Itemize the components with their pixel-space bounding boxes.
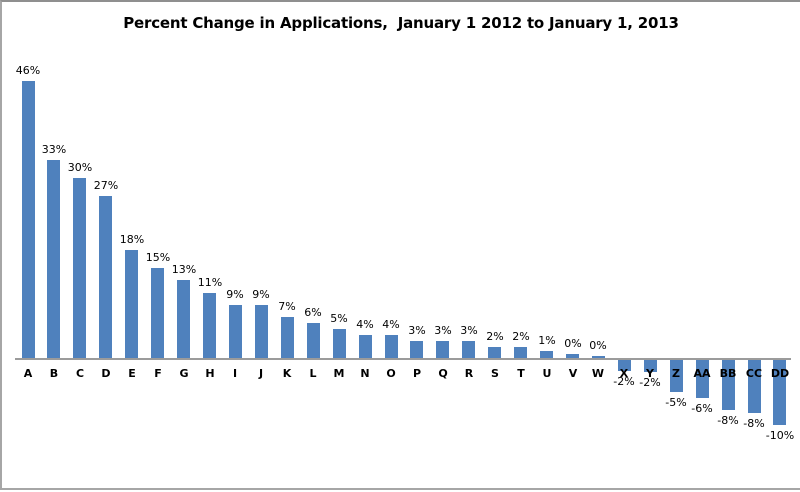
bar-L: [307, 323, 320, 359]
value-label-T: 2%: [512, 330, 530, 343]
bar-V: [566, 354, 579, 359]
value-label-H: 11%: [197, 276, 223, 289]
value-label-CC: -8%: [743, 417, 765, 430]
category-label-CC: CC: [745, 367, 763, 380]
category-label-BB: BB: [719, 367, 737, 380]
value-label-G: 13%: [171, 263, 197, 276]
bar-B: [47, 160, 60, 359]
value-label-Z: -5%: [665, 396, 687, 409]
value-label-J: 9%: [252, 288, 270, 301]
bar-CC: [748, 359, 761, 413]
category-label-H: H: [205, 367, 215, 380]
category-label-Q: Q: [438, 367, 448, 380]
category-label-U: U: [542, 367, 552, 380]
bar-Q: [436, 341, 449, 359]
category-label-O: O: [386, 367, 396, 380]
value-label-X: -2%: [613, 375, 635, 388]
value-label-O: 4%: [382, 318, 400, 331]
category-label-Z: Z: [672, 367, 680, 380]
bar-J: [255, 305, 268, 359]
bar-H: [203, 293, 216, 359]
value-label-K: 7%: [278, 300, 296, 313]
value-label-Q: 3%: [434, 324, 452, 337]
bar-I: [229, 305, 242, 359]
bar-E: [125, 250, 138, 359]
bar-G: [177, 280, 190, 359]
category-label-AA: AA: [693, 367, 711, 380]
value-label-I: 9%: [226, 288, 244, 301]
category-label-R: R: [464, 367, 474, 380]
value-label-M: 5%: [330, 312, 348, 325]
bar-N: [359, 335, 372, 359]
bar-Z: [670, 359, 683, 392]
bar-R: [462, 341, 475, 359]
bar-X: [618, 359, 631, 371]
value-label-C: 30%: [67, 161, 93, 174]
category-label-A: A: [23, 367, 33, 380]
value-label-V: 0%: [564, 337, 582, 350]
value-label-DD: -10%: [765, 429, 795, 442]
bar-F: [151, 268, 164, 359]
value-label-R: 3%: [460, 324, 478, 337]
category-label-S: S: [491, 367, 499, 380]
category-label-X: X: [619, 367, 629, 380]
chart-title: Percent Change in Applications, January …: [123, 14, 679, 32]
bar-DD: [773, 359, 786, 425]
bar-P: [410, 341, 423, 359]
bar-W: [592, 356, 605, 359]
category-label-P: P: [412, 367, 422, 380]
category-label-I: I: [232, 367, 238, 380]
bar-A: [22, 81, 35, 359]
bar-O: [385, 335, 398, 359]
category-label-L: L: [309, 367, 317, 380]
category-label-Y: Y: [646, 367, 654, 380]
value-label-BB: -8%: [717, 414, 739, 427]
bar-D: [99, 196, 112, 359]
category-label-J: J: [258, 367, 264, 380]
category-label-B: B: [49, 367, 59, 380]
bar-M: [333, 329, 346, 359]
category-label-K: K: [282, 367, 292, 380]
value-label-P: 3%: [408, 324, 426, 337]
category-label-DD: DD: [770, 367, 790, 380]
category-label-N: N: [360, 367, 370, 380]
value-label-L: 6%: [304, 306, 322, 319]
category-label-T: T: [517, 367, 525, 380]
value-label-N: 4%: [356, 318, 374, 331]
value-label-B: 33%: [41, 143, 67, 156]
category-label-C: C: [75, 367, 85, 380]
bar-Y: [644, 359, 657, 372]
bar-C: [73, 178, 86, 359]
category-label-F: F: [154, 367, 162, 380]
category-label-V: V: [568, 367, 578, 380]
bar-S: [488, 347, 501, 359]
value-label-AA: -6%: [691, 402, 713, 415]
value-label-E: 18%: [119, 233, 145, 246]
category-label-D: D: [101, 367, 111, 380]
category-label-G: G: [179, 367, 189, 380]
category-label-E: E: [128, 367, 136, 380]
value-label-A: 46%: [15, 64, 41, 77]
value-label-W: 0%: [589, 339, 607, 352]
value-label-D: 27%: [93, 179, 119, 192]
value-label-U: 1%: [538, 334, 556, 347]
category-label-W: W: [591, 367, 605, 380]
value-label-Y: -2%: [639, 376, 661, 389]
bar-T: [514, 347, 527, 359]
x-axis-line: [15, 358, 791, 360]
bar-K: [281, 317, 294, 359]
category-label-M: M: [333, 367, 345, 380]
bar-AA: [696, 359, 709, 398]
bar-U: [540, 351, 553, 359]
value-label-S: 2%: [486, 330, 504, 343]
value-label-F: 15%: [145, 251, 171, 264]
bar-BB: [722, 359, 735, 410]
